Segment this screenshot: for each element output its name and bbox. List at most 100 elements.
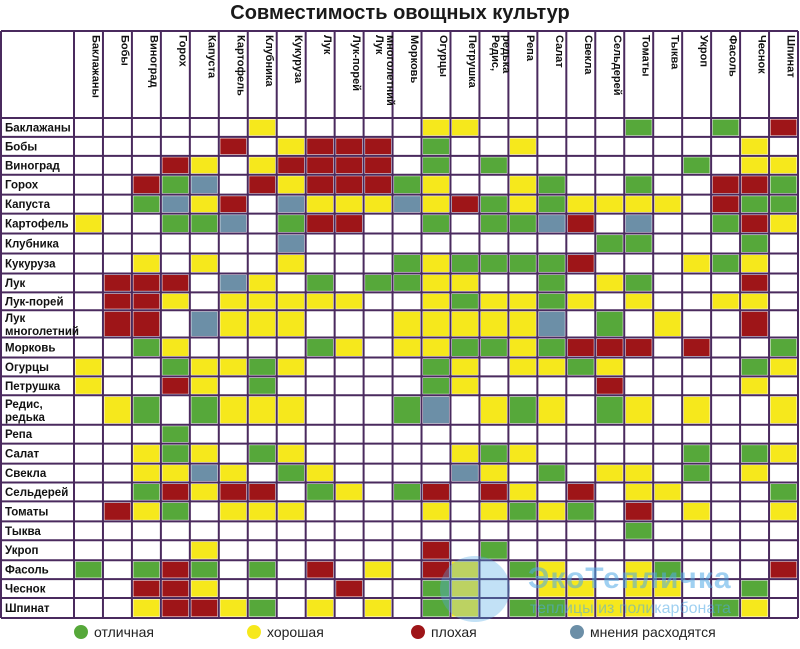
legend-swatch-bad (411, 625, 425, 639)
cell-22-20 (654, 561, 681, 578)
cell-24-8 (307, 599, 334, 617)
column-label: Редис,редька (489, 35, 512, 74)
column-label: Морковь (408, 35, 420, 83)
cell-7-22 (712, 255, 739, 272)
cell-18-3 (162, 483, 189, 500)
cell-8-18 (596, 274, 623, 291)
cell-16-24 (770, 445, 797, 463)
cell-24-2 (133, 599, 160, 617)
cell-7-2 (133, 255, 160, 272)
cell-21-4 (191, 541, 218, 559)
legend: отличная хорошая плохая мнения расходятс… (0, 624, 800, 644)
cell-22-19 (625, 561, 652, 578)
cell-17-23 (741, 465, 768, 481)
cell-14-11 (394, 396, 421, 424)
column-label: Капуста (205, 35, 217, 79)
cell-10-20 (654, 311, 681, 337)
cell-24-12 (423, 599, 449, 617)
cell-5-19 (625, 215, 652, 233)
legend-item-disputed: мнения расходятся (570, 624, 716, 640)
cell-12-16 (538, 358, 565, 375)
column-label: Бобы (118, 35, 130, 66)
cell-5-0 (75, 215, 102, 233)
cell-10-11 (394, 311, 421, 337)
cell-8-1 (104, 274, 131, 291)
cell-23-3 (162, 580, 189, 597)
column-label: Чеснок (756, 35, 768, 74)
cell-8-16 (538, 274, 565, 291)
cell-16-2 (133, 445, 160, 463)
compatibility-grid: Баклажаны Бобы Виноград Горох Капуста Картофе… (0, 30, 799, 619)
cell-22-12 (423, 561, 449, 578)
cell-19-2 (133, 502, 160, 520)
cell-14-18 (596, 396, 623, 424)
cell-18-17 (567, 483, 594, 500)
column-label: Клубника (263, 35, 275, 87)
cell-9-12 (423, 293, 449, 309)
cell-6-19 (625, 235, 652, 253)
cell-11-21 (683, 339, 710, 356)
cell-3-23 (741, 176, 768, 194)
cell-8-6 (249, 274, 276, 291)
cell-18-12 (423, 483, 449, 500)
cell-9-16 (538, 293, 565, 309)
cell-17-4 (191, 465, 218, 481)
cell-9-5 (220, 293, 247, 309)
cell-3-24 (770, 176, 797, 194)
legend-swatch-excellent (74, 625, 88, 639)
cell-22-2 (133, 561, 160, 578)
cell-5-16 (538, 215, 565, 233)
cell-0-22 (712, 119, 739, 136)
cell-4-13 (451, 196, 478, 213)
cell-3-6 (249, 176, 276, 194)
cell-11-11 (394, 339, 421, 356)
cell-23-2 (133, 580, 160, 597)
cell-11-12 (423, 339, 449, 356)
cell-13-23 (741, 377, 768, 394)
cell-14-24 (770, 396, 797, 424)
row-label: Лук многолетний (5, 313, 79, 338)
row-label: Чеснок (5, 584, 46, 596)
cell-10-4 (191, 311, 218, 337)
cell-5-9 (336, 215, 363, 233)
cell-16-7 (278, 445, 305, 463)
cell-4-7 (278, 196, 305, 213)
cell-23-12 (423, 580, 449, 597)
cell-12-3 (162, 358, 189, 375)
legend-swatch-good (247, 625, 261, 639)
cell-3-7 (278, 176, 305, 194)
cell-10-2 (133, 311, 160, 337)
cell-8-12 (423, 274, 449, 291)
legend-label-bad: плохая (431, 624, 477, 640)
cell-14-16 (538, 396, 565, 424)
cell-2-8 (307, 157, 334, 174)
cell-11-13 (451, 339, 478, 356)
cell-24-15 (509, 599, 536, 617)
cell-9-13 (451, 293, 478, 309)
cell-3-12 (423, 176, 449, 194)
cell-24-16 (538, 599, 565, 617)
cell-3-16 (538, 176, 565, 194)
cell-10-13 (451, 311, 478, 337)
cell-16-21 (683, 445, 710, 463)
cell-24-3 (162, 599, 189, 617)
row-label: Сельдерей (5, 487, 68, 499)
cell-10-12 (423, 311, 449, 337)
cell-4-11 (394, 196, 421, 213)
cell-23-17 (567, 580, 594, 597)
cell-10-1 (104, 311, 131, 337)
row-label: Шпинат (5, 603, 50, 615)
column-label: Репа (524, 35, 536, 62)
cell-13-0 (75, 377, 102, 394)
cell-2-23 (741, 157, 768, 174)
cell-7-11 (394, 255, 421, 272)
cell-5-23 (741, 215, 768, 233)
cell-4-17 (567, 196, 594, 213)
cell-1-5 (220, 138, 247, 155)
cell-9-9 (336, 293, 363, 309)
cell-7-21 (683, 255, 710, 272)
cell-16-6 (249, 445, 276, 463)
cell-18-15 (509, 483, 536, 500)
row-label: Свекла (5, 468, 47, 480)
cell-5-15 (509, 215, 536, 233)
